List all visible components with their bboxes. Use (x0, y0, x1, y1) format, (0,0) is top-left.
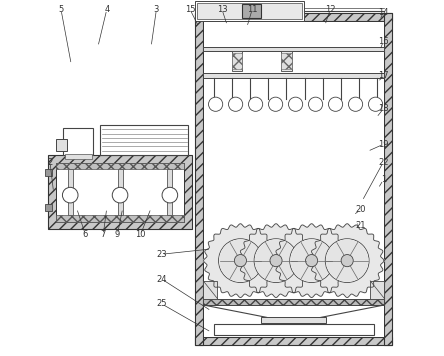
Bar (281, 53, 292, 69)
Bar (203, 21, 385, 337)
Bar (45, 169, 52, 176)
Text: 13: 13 (217, 5, 227, 14)
Bar (195, 13, 392, 21)
Text: 11: 11 (247, 5, 258, 14)
Text: 3: 3 (154, 5, 159, 14)
Bar (56, 215, 184, 222)
Circle shape (218, 239, 262, 283)
Polygon shape (239, 224, 313, 298)
Bar (100, 125, 188, 155)
Text: 7: 7 (100, 230, 106, 239)
Circle shape (309, 97, 323, 111)
Bar (232, 51, 242, 70)
Circle shape (234, 255, 246, 267)
Bar (65, 154, 91, 159)
Bar (370, 281, 385, 299)
Bar (203, 299, 385, 305)
Circle shape (209, 97, 223, 111)
Text: 5: 5 (58, 5, 63, 14)
Circle shape (229, 97, 243, 111)
Text: 25: 25 (156, 299, 167, 308)
Text: 12: 12 (325, 5, 335, 14)
Bar (214, 324, 374, 335)
Bar (63, 129, 93, 155)
Bar (261, 317, 326, 323)
Bar (242, 4, 261, 18)
Bar (203, 73, 385, 78)
Text: 2: 2 (48, 158, 53, 167)
Circle shape (162, 187, 178, 203)
Text: 17: 17 (378, 70, 388, 80)
Circle shape (341, 255, 353, 267)
Circle shape (219, 239, 262, 282)
Text: 14: 14 (378, 7, 388, 16)
Polygon shape (310, 224, 384, 298)
Text: 19: 19 (378, 140, 388, 149)
Text: 10: 10 (135, 230, 146, 239)
Circle shape (326, 239, 369, 282)
Text: 20: 20 (355, 205, 365, 214)
Text: 21: 21 (355, 221, 365, 230)
Bar (197, 3, 302, 19)
Bar (195, 13, 203, 345)
Bar (48, 155, 192, 229)
Circle shape (112, 187, 128, 203)
Text: 22: 22 (378, 158, 388, 167)
Text: 23: 23 (156, 250, 167, 259)
Circle shape (289, 97, 303, 111)
Bar (56, 163, 184, 169)
Bar (118, 169, 123, 215)
Text: 9: 9 (115, 230, 120, 239)
Circle shape (349, 97, 363, 111)
Bar (281, 51, 292, 70)
Circle shape (269, 97, 283, 111)
Circle shape (255, 239, 297, 282)
Text: 16: 16 (378, 37, 388, 46)
Circle shape (329, 97, 343, 111)
Text: 6: 6 (83, 230, 88, 239)
Text: 18: 18 (378, 104, 388, 113)
Circle shape (325, 239, 369, 283)
Text: 15: 15 (185, 5, 195, 14)
Circle shape (369, 97, 383, 111)
Circle shape (289, 239, 333, 283)
Text: 1: 1 (381, 175, 386, 184)
Bar (56, 163, 184, 222)
Bar (56, 139, 67, 151)
Bar (385, 13, 392, 345)
Circle shape (270, 255, 282, 267)
Polygon shape (204, 224, 278, 298)
Circle shape (305, 255, 317, 267)
Bar (167, 169, 172, 215)
Bar (195, 337, 392, 345)
Bar (203, 47, 385, 51)
Bar (195, 1, 304, 21)
Circle shape (63, 187, 78, 203)
Bar (68, 169, 73, 215)
Bar (232, 53, 242, 69)
Circle shape (254, 239, 298, 283)
Circle shape (249, 97, 263, 111)
Circle shape (290, 239, 333, 282)
Bar (203, 281, 218, 299)
Text: 24: 24 (156, 274, 167, 284)
Bar (45, 204, 52, 211)
Polygon shape (275, 224, 349, 298)
Text: 4: 4 (104, 5, 109, 14)
